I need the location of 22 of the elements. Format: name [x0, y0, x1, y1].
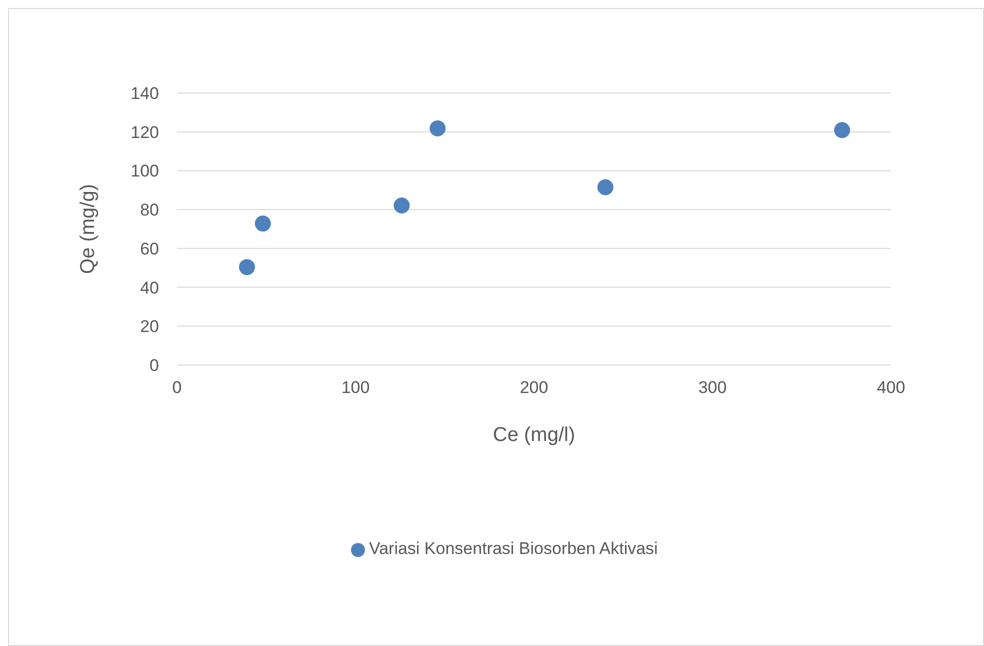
legend-label: Variasi Konsentrasi Biosorben Aktivasi	[369, 538, 659, 560]
y-tick-label: 140	[130, 84, 159, 104]
x-tick-label: 400	[876, 378, 906, 398]
x-tick-label: 0	[172, 378, 182, 398]
y-tick-label: 20	[140, 317, 159, 336]
y-axis-title: Qe (mg/g)	[77, 184, 100, 274]
point	[430, 120, 446, 136]
point	[238, 259, 255, 276]
x-tick-label: 100	[341, 378, 370, 398]
y-tick-label: 0	[150, 356, 159, 376]
x-tick-label: 200	[520, 378, 548, 398]
point	[597, 179, 614, 196]
point	[834, 122, 850, 138]
y-tick-label: 40	[140, 278, 159, 298]
point	[254, 216, 271, 232]
y-tick-label: 100	[130, 162, 159, 181]
y-tick-label: 120	[130, 122, 159, 142]
y-tick-label: 60	[140, 239, 159, 258]
x-axis-title: Ce (mg/l)	[492, 424, 576, 446]
y-tick-label: 80	[140, 200, 159, 220]
x-tick-label: 300	[698, 378, 727, 398]
point	[394, 197, 410, 214]
